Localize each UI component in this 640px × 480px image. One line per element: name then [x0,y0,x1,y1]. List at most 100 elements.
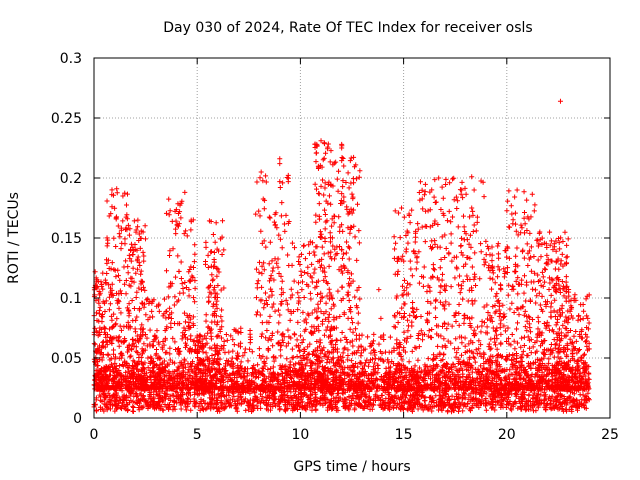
data-points [91,98,592,415]
data-point [342,389,348,395]
data-point [116,305,122,311]
data-point [345,352,351,358]
data-point [300,309,306,315]
data-point [192,299,198,305]
data-point [327,230,333,236]
data-point [345,170,351,176]
data-point [138,278,144,284]
data-point [120,400,126,406]
data-point [268,273,274,279]
data-point [364,404,370,410]
data-point [149,308,155,314]
data-point [200,349,206,355]
data-point [100,339,106,345]
data-point [138,271,144,277]
data-point [178,215,184,221]
data-point [255,362,261,368]
data-point [205,252,211,258]
data-point [348,224,354,230]
data-point [297,366,303,372]
data-point [302,256,308,262]
data-point [329,223,335,229]
data-point [259,331,265,337]
data-point [277,347,283,353]
data-point [128,390,134,396]
data-point [278,213,284,219]
data-point [366,375,372,381]
data-point [113,321,119,327]
data-point [263,173,269,179]
data-point [104,235,110,241]
data-point [326,193,332,199]
data-point [186,269,192,275]
data-point [345,244,351,250]
data-point [264,301,270,307]
data-point [135,217,141,223]
data-point [122,241,128,247]
data-point [210,232,216,238]
data-point [190,295,196,301]
data-point [267,215,273,221]
data-point [466,371,472,377]
data-point [350,343,356,349]
data-point [296,254,302,260]
data-point [338,337,344,343]
data-point [515,405,521,411]
data-point [585,390,591,396]
data-point [311,249,317,255]
data-point [133,348,139,354]
data-point [209,319,215,325]
data-point [318,231,324,237]
data-point [313,150,319,156]
data-point [339,329,345,335]
data-point [316,191,322,197]
data-point [249,349,255,355]
data-point [319,244,325,250]
data-point [313,212,319,218]
data-point [349,315,355,321]
data-point [356,240,362,246]
data-point [172,320,178,326]
data-point [118,246,124,252]
data-point [289,346,295,352]
data-point [532,374,538,380]
data-point [322,207,328,213]
data-point [206,298,212,304]
data-point [307,290,313,296]
data-point [145,355,151,361]
data-point [204,405,210,411]
data-point [92,269,98,275]
data-point [428,376,434,382]
data-point [254,179,260,185]
data-point [185,395,191,401]
data-point [172,406,178,412]
data-point [292,389,298,395]
data-point [164,308,170,314]
data-point [100,286,106,292]
data-point [117,277,123,283]
data-point [295,391,301,397]
data-point [344,204,350,210]
data-point [118,310,124,316]
data-point [264,328,270,334]
data-point [328,201,334,207]
data-point [92,341,98,347]
data-point [321,192,327,198]
data-point [243,407,249,413]
data-point [203,312,209,318]
data-point [297,347,303,353]
data-point [538,392,544,398]
data-point [402,395,408,401]
data-point [208,330,214,336]
data-point [343,250,349,256]
data-point [166,196,172,202]
data-point [254,309,260,315]
data-point [323,219,329,225]
data-point [253,266,259,272]
data-point [271,219,277,225]
data-point [263,244,269,250]
data-point [539,369,545,375]
data-point [256,346,262,352]
data-point [356,336,362,342]
data-point [106,307,112,313]
